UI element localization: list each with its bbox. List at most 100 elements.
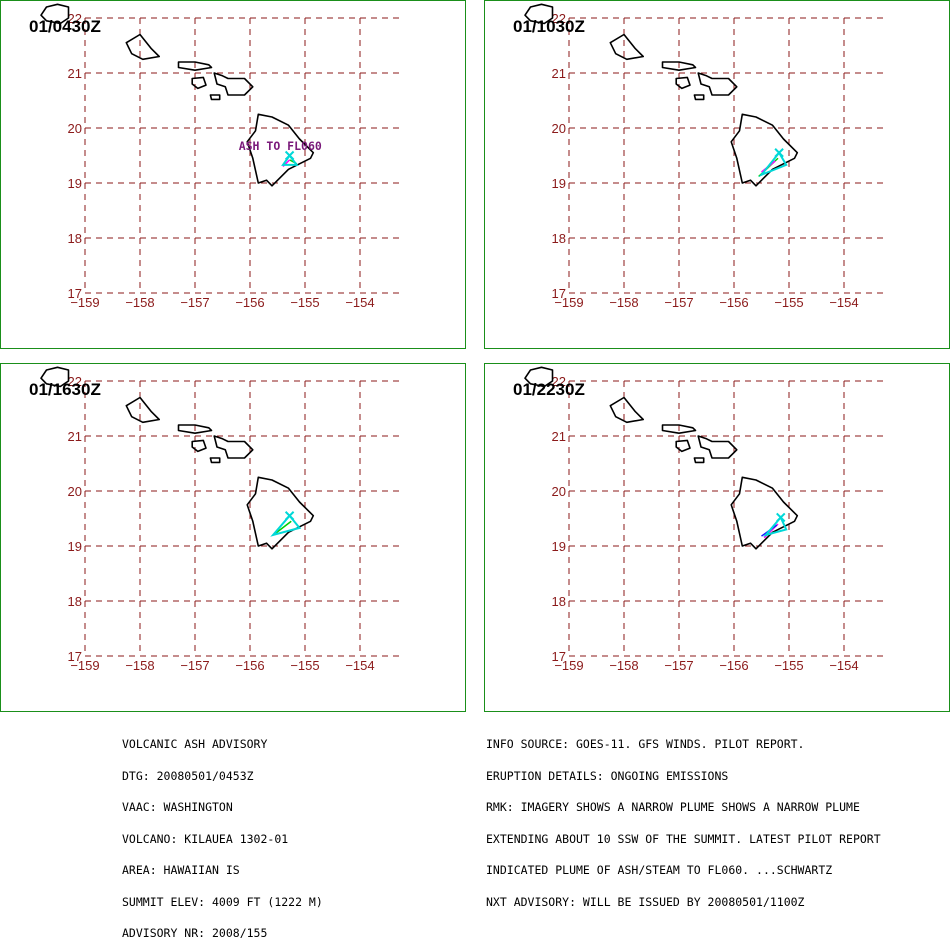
- lon-tick-label: −159: [70, 295, 99, 310]
- map-panel-2: −159 −158 −157 −156 −155 −154 22 21 20 19 18 17 01/…: [484, 0, 950, 349]
- lon-tick-label: −154: [345, 658, 374, 673]
- lon-tick-label: −156: [719, 658, 748, 673]
- lat-tick-label: 17: [552, 649, 566, 664]
- advisory-remark-3: INDICATED PLUME OF ASH/STEAM TO FL060. .…: [486, 863, 833, 877]
- lat-tick-label: 20: [552, 484, 566, 499]
- lat-tick-label: 22: [552, 374, 566, 389]
- map-panel-1: −159 −158 −157 −156 −155 −154 22 21 20 19 18 17 ASH …: [0, 0, 466, 349]
- lon-tick-label: −158: [125, 295, 154, 310]
- island-kahoolawe: [209, 457, 221, 464]
- island-hawaii: [246, 476, 315, 550]
- advisory-area: AREA: HAWAIIAN IS: [122, 863, 240, 877]
- lon-tick-label: −154: [829, 295, 858, 310]
- island-kauai: [40, 3, 70, 25]
- advisory-title: VOLCANIC ASH ADVISORY: [122, 737, 268, 751]
- advisory-summit-elev: SUMMIT ELEV: 4009 FT (1222 M): [122, 894, 323, 909]
- advisory-info-left: VOLCANIC ASH ADVISORY DTG: 20080501/0453…: [122, 718, 323, 949]
- lon-tick-label: −155: [774, 295, 803, 310]
- summit-mark: [774, 148, 784, 158]
- island-lanai: [675, 439, 691, 453]
- lon-tick-label: −156: [235, 295, 264, 310]
- island-molokai: [661, 424, 697, 434]
- lat-tick-label: 19: [68, 176, 82, 191]
- island-kahoolawe: [209, 94, 221, 101]
- island-molokai: [661, 61, 697, 71]
- island-maui: [213, 435, 254, 459]
- lon-tick-label: −155: [774, 658, 803, 673]
- advisory-vaac: VAAC: WASHINGTON: [122, 800, 233, 814]
- lat-tick-label: 21: [68, 429, 82, 444]
- lat-tick-label: 21: [552, 66, 566, 81]
- lon-tick-label: −156: [719, 295, 748, 310]
- plume-line: [274, 520, 292, 535]
- lat-tick-label: 20: [552, 121, 566, 136]
- panel-title-1: 01/0430Z: [29, 17, 101, 36]
- island-kauai: [524, 3, 554, 25]
- island-maui: [213, 72, 254, 96]
- map-svg-3: −159 −158 −157 −156 −155 −154 22 21 20 19 18 17: [40, 366, 400, 673]
- lon-tick-label: −155: [290, 295, 319, 310]
- advisory-dtg: DTG: 20080501/0453Z: [122, 768, 254, 783]
- island-oahu: [125, 396, 160, 424]
- panel-title-3: 01/1630Z: [29, 380, 101, 399]
- volcano-marker: [270, 514, 302, 537]
- lat-tick-label: 18: [68, 594, 82, 609]
- lat-tick-label: 22: [68, 374, 82, 389]
- island-oahu: [125, 33, 160, 61]
- panel-title-4: 01/2230Z: [513, 380, 585, 399]
- lon-tick-label: −159: [554, 295, 583, 310]
- island-lanai: [675, 76, 691, 90]
- lat-tick-label: 22: [68, 11, 82, 26]
- island-hawaii: [246, 113, 315, 187]
- island-molokai: [177, 424, 213, 434]
- advisory-number: ADVISORY NR: 2008/155: [122, 926, 268, 940]
- lat-tick-label: 17: [68, 286, 82, 301]
- lon-tick-label: −155: [290, 658, 319, 673]
- island-maui: [697, 72, 738, 96]
- volcano-marker: [281, 153, 299, 166]
- lat-tick-label: 20: [68, 484, 82, 499]
- lon-tick-label: −157: [180, 658, 209, 673]
- lat-tick-label: 17: [68, 649, 82, 664]
- lon-tick-label: −159: [554, 658, 583, 673]
- lon-tick-label: −157: [664, 658, 693, 673]
- map-panel-4: −159 −158 −157 −156 −155 −154 22 21 20 19 18 17 01/…: [484, 363, 950, 712]
- island-kahoolawe: [693, 94, 705, 101]
- map-svg-2: −159 −158 −157 −156 −155 −154 22 21 20 19 18 17: [524, 3, 884, 310]
- map-panel-3: −159 −158 −157 −156 −155 −154 22 21 20 19 18 17 01/…: [0, 363, 466, 712]
- summit-mark: [284, 511, 295, 521]
- lon-tick-label: −157: [180, 295, 209, 310]
- lat-tick-label: 17: [552, 286, 566, 301]
- island-hawaii: [730, 476, 799, 550]
- panel-title-2: 01/1030Z: [513, 17, 585, 36]
- volcano-marker: [763, 515, 788, 537]
- island-kauai: [524, 366, 554, 388]
- lat-tick-label: 18: [68, 231, 82, 246]
- lat-tick-label: 19: [552, 176, 566, 191]
- lat-tick-label: 21: [552, 429, 566, 444]
- island-lanai: [191, 439, 207, 453]
- advisory-volcano: VOLCANO: KILAUEA 1302-01: [122, 831, 289, 846]
- island-kahoolawe: [693, 457, 705, 464]
- island-oahu: [609, 396, 644, 424]
- advisory-remark-1: RMK: IMAGERY SHOWS A NARROW PLUME SHOWS …: [486, 800, 860, 814]
- lat-tick-label: 19: [68, 539, 82, 554]
- volcano-marker: [758, 150, 788, 178]
- island-molokai: [177, 61, 213, 71]
- lon-tick-label: −156: [235, 658, 264, 673]
- lat-tick-label: 20: [68, 121, 82, 136]
- lat-tick-label: 22: [552, 11, 566, 26]
- advisory-info-source: INFO SOURCE: GOES-11. GFS WINDS. PILOT R…: [486, 737, 805, 751]
- lon-tick-label: −158: [609, 295, 638, 310]
- island-maui: [697, 435, 738, 459]
- summit-mark: [776, 512, 786, 523]
- map-svg-4: −159 −158 −157 −156 −155 −154 22 21 20 19 18 17: [524, 366, 884, 673]
- island-lanai: [191, 76, 207, 90]
- lon-tick-label: −154: [345, 295, 374, 310]
- lon-tick-label: −158: [609, 658, 638, 673]
- lat-tick-label: 18: [552, 594, 566, 609]
- lat-tick-label: 18: [552, 231, 566, 246]
- advisory-info-right: INFO SOURCE: GOES-11. GFS WINDS. PILOT R…: [486, 718, 881, 918]
- island-oahu: [609, 33, 644, 61]
- lat-tick-label: 21: [68, 66, 82, 81]
